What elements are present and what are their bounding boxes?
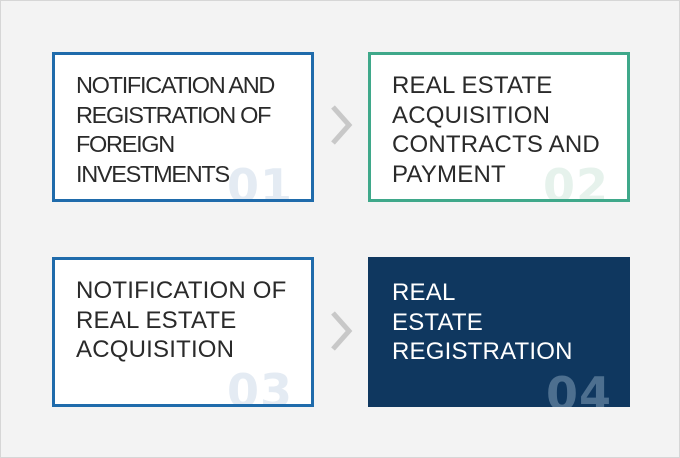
step-number-2: 02 <box>542 159 609 202</box>
step-label-2: REAL ESTATE ACQUISITION CONTRACTS AND PA… <box>392 72 600 188</box>
step-label-4: REAL ESTATE REGISTRATION <box>392 279 573 365</box>
step-number-3: 03 <box>226 364 293 407</box>
step-card-2: REAL ESTATE ACQUISITION CONTRACTS AND PA… <box>368 52 630 202</box>
step-label-1: NOTIFICATION AND REGISTRATION OF FOREIGN… <box>76 72 275 187</box>
step-label-3: NOTIFICATION OF REAL ESTATE ACQUISITION <box>76 277 287 363</box>
step-number-1: 01 <box>226 159 293 202</box>
chevron-right-icon <box>331 105 353 145</box>
step-card-1: NOTIFICATION AND REGISTRATION OF FOREIGN… <box>52 52 314 202</box>
step-number-4: 04 <box>545 367 612 407</box>
step-card-4: REAL ESTATE REGISTRATION 04 <box>368 257 630 407</box>
step-card-3: NOTIFICATION OF REAL ESTATE ACQUISITION … <box>52 257 314 407</box>
chevron-right-icon <box>331 311 353 351</box>
